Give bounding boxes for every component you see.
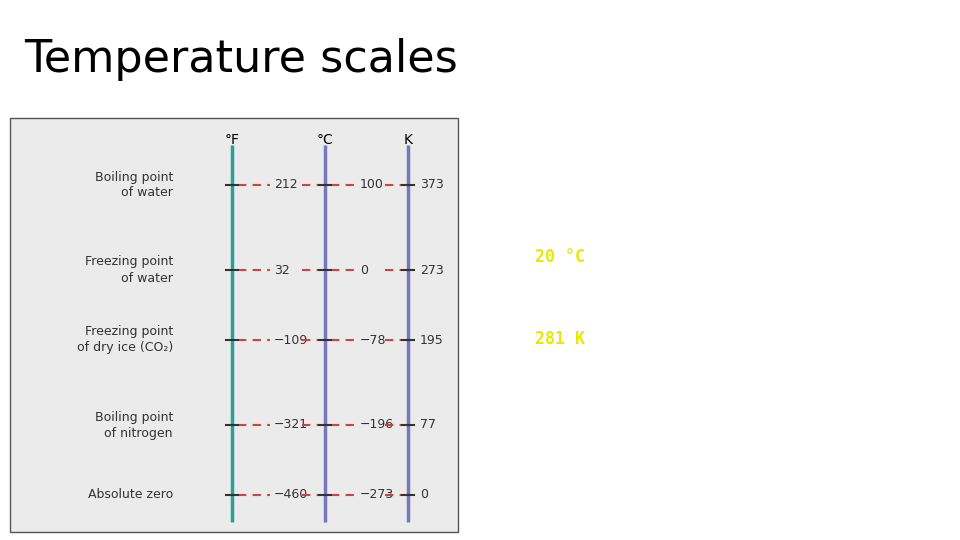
Text: 195: 195 — [420, 334, 444, 347]
Text: −196: −196 — [360, 418, 395, 431]
Text: °C: °C — [317, 133, 333, 147]
Text: −78: −78 — [360, 334, 387, 347]
Text: 100: 100 — [360, 179, 384, 192]
Text: K: K — [403, 133, 413, 147]
Text: −273: −273 — [360, 489, 395, 502]
Text: 20 °C: 20 °C — [475, 248, 585, 266]
Text: 281 K: 281 K — [475, 330, 585, 348]
Text: what is that in Kelvin?: what is that in Kelvin? — [475, 304, 731, 319]
Text: 77: 77 — [420, 418, 436, 431]
Text: °F: °F — [225, 133, 239, 147]
Text: of water: of water — [121, 186, 173, 199]
Text: 0: 0 — [360, 264, 368, 276]
Text: 373: 373 — [420, 179, 444, 192]
Text: Boiling point: Boiling point — [95, 171, 173, 184]
Text: 32: 32 — [274, 264, 290, 276]
Text: Freezing point: Freezing point — [84, 255, 173, 268]
Text: Temperature scales: Temperature scales — [24, 38, 458, 81]
Text: 1.  The temperature of the body increases: 1. The temperature of the body increases — [475, 170, 850, 185]
Text: 273: 273 — [420, 264, 444, 276]
Text: Boiling point: Boiling point — [95, 410, 173, 423]
Text: −321: −321 — [274, 418, 308, 431]
Text: of water: of water — [121, 272, 173, 285]
Text: of dry ice (CO₂): of dry ice (CO₂) — [77, 341, 173, 354]
Text: of nitrogen: of nitrogen — [105, 427, 173, 440]
Text: −109: −109 — [274, 334, 308, 347]
Text: Absolute zero: Absolute zero — [87, 489, 173, 502]
Text: 2.  It’s supposed to reach 8 degrees C today,: 2. It’s supposed to reach 8 degrees C to… — [475, 278, 886, 293]
Text: Freezing point: Freezing point — [84, 326, 173, 339]
Text: 0: 0 — [420, 489, 428, 502]
Text: −460: −460 — [274, 489, 308, 502]
Text: from 320 K to 340 K. State the: from 320 K to 340 K. State the — [475, 196, 794, 211]
Bar — [10, 118, 458, 532]
Text: 212: 212 — [274, 179, 298, 192]
Text: Brain use time:: Brain use time: — [475, 125, 625, 143]
Text: temperature increase in degrees C.: temperature increase in degrees C. — [475, 222, 830, 237]
